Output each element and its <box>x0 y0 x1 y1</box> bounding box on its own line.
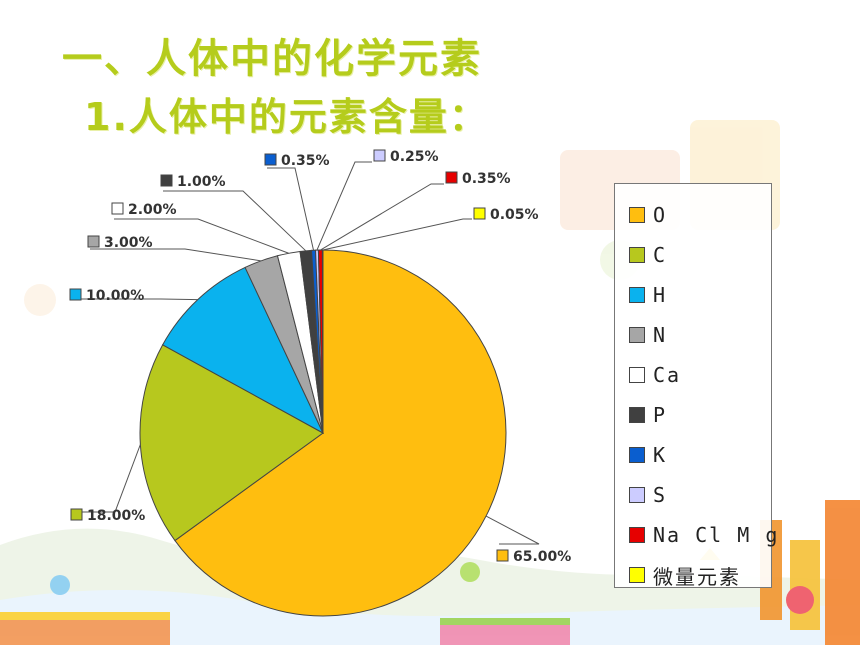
legend-label: O <box>653 203 668 227</box>
data-label: 10.00% <box>86 288 144 304</box>
legend-label: 微量元素 <box>653 564 741 589</box>
legend-label: S <box>653 483 668 507</box>
leader-line <box>163 190 307 252</box>
legend-item: Ca <box>615 355 771 395</box>
leader-line <box>316 161 372 251</box>
data-label-swatch <box>160 174 173 187</box>
data-label: 0.35% <box>281 153 330 169</box>
pie-slice <box>321 249 324 434</box>
legend-swatch <box>629 247 645 263</box>
data-label: 65.00% <box>513 549 571 565</box>
leader-line <box>73 444 141 513</box>
legend-swatch <box>629 327 645 343</box>
legend-swatch <box>629 287 645 303</box>
data-label: 0.25% <box>390 149 439 165</box>
data-label: 1.00% <box>177 174 226 190</box>
legend-label: H <box>653 283 668 307</box>
legend-label: C <box>653 243 668 267</box>
data-label-swatch <box>264 153 277 166</box>
legend-item: O <box>615 195 771 235</box>
data-label-swatch <box>111 202 124 215</box>
legend-item: 微量元素 <box>615 555 771 595</box>
leader-line <box>267 167 315 251</box>
leader-line <box>322 218 472 251</box>
legend-label: N <box>653 323 668 347</box>
page-title: 一、人体中的化学元素 <box>62 36 482 82</box>
data-label: 0.35% <box>462 171 511 187</box>
legend-swatch <box>629 567 645 583</box>
legend-label: K <box>653 443 668 467</box>
data-label-swatch <box>473 207 486 220</box>
legend-label: Ca <box>653 363 682 387</box>
legend-item: S <box>615 475 771 515</box>
data-label: 2.00% <box>128 202 177 218</box>
legend-item: C <box>615 235 771 275</box>
legend-item: P <box>615 395 771 435</box>
data-label: 0.05% <box>490 207 539 223</box>
data-label-swatch <box>445 171 458 184</box>
data-label-swatch <box>69 288 82 301</box>
pie-slice <box>161 266 325 435</box>
legend-swatch <box>629 447 645 463</box>
leader-line <box>485 515 540 545</box>
leader-line <box>72 298 198 301</box>
legend-item: Na Cl M g <box>615 515 777 555</box>
legend-item: H <box>615 275 771 315</box>
leader-line <box>114 218 289 254</box>
legend-swatch <box>629 367 645 383</box>
legend-label: P <box>653 403 668 427</box>
legend-swatch <box>629 527 645 543</box>
data-label: 3.00% <box>104 235 153 251</box>
page-subtitle: 1.人体中的元素含量： <box>84 95 489 139</box>
legend-item: N <box>615 315 771 355</box>
legend-swatch <box>629 207 645 223</box>
pie-slice <box>139 344 324 542</box>
data-label-swatch <box>70 508 83 521</box>
leader-line <box>320 183 444 251</box>
legend-item: K <box>615 435 771 475</box>
pie-slice <box>174 249 507 617</box>
leader-line <box>90 248 262 262</box>
legend-swatch <box>629 407 645 423</box>
data-label-swatch <box>373 149 386 162</box>
chart-legend: O C H N Ca P K S Na Cl M g 微量元素 <box>614 183 777 589</box>
legend-label: Na Cl M g <box>653 523 780 547</box>
legend-swatch <box>629 487 645 503</box>
data-label-swatch <box>496 549 509 562</box>
data-label: 18.00% <box>87 508 145 524</box>
data-label-swatch <box>87 235 100 248</box>
